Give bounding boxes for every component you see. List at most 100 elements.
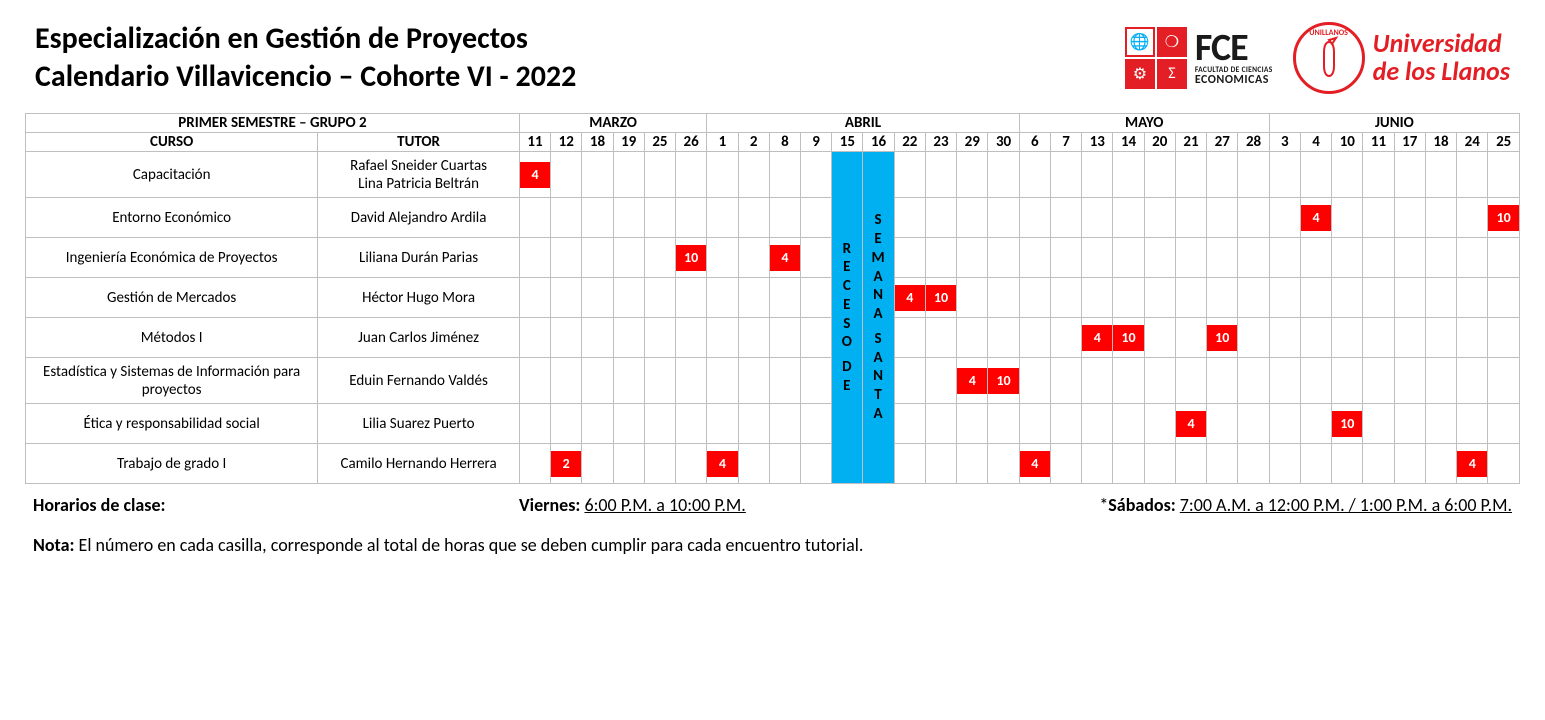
empty-cell [1394, 358, 1425, 404]
empty-cell [1457, 404, 1488, 444]
empty-cell [1394, 318, 1425, 358]
saturday-label: Sábados: [1108, 494, 1175, 516]
empty-cell [1363, 358, 1394, 404]
empty-cell [1175, 444, 1206, 484]
tutor-cell: Liliana Durán Parias [318, 238, 520, 278]
course-cell: Capacitación [26, 152, 318, 198]
empty-cell [1019, 358, 1050, 404]
table-row: Ética y responsabilidad socialLilia Suar… [26, 404, 1520, 444]
empty-cell [1394, 198, 1425, 238]
empty-cell [582, 404, 613, 444]
empty-cell [800, 444, 831, 484]
empty-cell [1082, 238, 1113, 278]
day-header: 27 [1207, 133, 1238, 152]
day-header: 4 [1300, 133, 1331, 152]
day-header: 2 [738, 133, 769, 152]
empty-cell [925, 358, 956, 404]
unillanos-icon: UNILLANOS [1293, 22, 1365, 94]
tutor-cell: Camilo Hernando Herrera [318, 444, 520, 484]
day-header: 3 [1269, 133, 1300, 152]
day-header: 25 [1488, 133, 1520, 152]
empty-cell [1332, 444, 1363, 484]
empty-cell [1488, 358, 1520, 404]
empty-cell [925, 404, 956, 444]
day-header: 11 [1363, 133, 1394, 152]
empty-cell [1457, 198, 1488, 238]
empty-cell [1394, 404, 1425, 444]
empty-cell [925, 198, 956, 238]
empty-cell [894, 198, 925, 238]
empty-cell [613, 358, 644, 404]
empty-cell [1082, 278, 1113, 318]
empty-cell [1207, 198, 1238, 238]
empty-cell [1050, 198, 1081, 238]
empty-cell [738, 152, 769, 198]
empty-cell [1488, 404, 1520, 444]
empty-cell [1144, 278, 1175, 318]
title-line-1: Especialización en Gestión de Proyectos [35, 20, 1125, 58]
empty-cell [1175, 318, 1206, 358]
empty-cell [1019, 152, 1050, 198]
empty-cell [676, 358, 707, 404]
empty-cell [1332, 152, 1363, 198]
day-header: 18 [582, 133, 613, 152]
empty-cell [519, 318, 550, 358]
empty-cell [1300, 358, 1331, 404]
tutor-cell: Rafael Sneider CuartasLina Patricia Belt… [318, 152, 520, 198]
empty-cell [957, 152, 988, 198]
empty-cell [800, 318, 831, 358]
empty-cell [582, 318, 613, 358]
empty-cell [894, 404, 925, 444]
hours-cell: 4 [519, 152, 550, 198]
empty-cell [1394, 238, 1425, 278]
empty-cell [1425, 238, 1456, 278]
empty-cell [707, 358, 738, 404]
empty-cell [1050, 152, 1081, 198]
day-header: 10 [1332, 133, 1363, 152]
empty-cell [1238, 358, 1269, 404]
empty-cell [1144, 152, 1175, 198]
empty-cell [1175, 358, 1206, 404]
hours-badge: 10 [988, 368, 1018, 394]
empty-cell [644, 444, 675, 484]
empty-cell [644, 198, 675, 238]
empty-cell [738, 444, 769, 484]
hours-badge: 4 [1176, 411, 1206, 437]
empty-cell [800, 238, 831, 278]
empty-cell [1144, 444, 1175, 484]
empty-cell [1238, 152, 1269, 198]
tutor-cell: Héctor Hugo Mora [318, 278, 520, 318]
empty-cell [1019, 198, 1050, 238]
empty-cell [582, 278, 613, 318]
month-header: MARZO [519, 114, 706, 133]
empty-cell [894, 318, 925, 358]
day-header: 7 [1050, 133, 1081, 152]
hours-cell: 10 [925, 278, 956, 318]
empty-cell [582, 358, 613, 404]
empty-cell [1238, 238, 1269, 278]
empty-cell [551, 278, 582, 318]
hours-cell: 4 [1082, 318, 1113, 358]
hours-badge: 10 [1207, 325, 1237, 351]
empty-cell [551, 358, 582, 404]
empty-cell [1457, 238, 1488, 278]
empty-cell [519, 198, 550, 238]
empty-cell [707, 278, 738, 318]
empty-cell [738, 358, 769, 404]
note-text: El número en cada casilla, corresponde a… [79, 534, 864, 556]
empty-cell [957, 404, 988, 444]
day-header: 11 [519, 133, 550, 152]
empty-cell [1425, 198, 1456, 238]
empty-cell [519, 404, 550, 444]
hours-cell: 10 [1332, 404, 1363, 444]
day-header: 14 [1113, 133, 1144, 152]
empty-cell [925, 238, 956, 278]
month-header: ABRIL [707, 114, 1019, 133]
empty-cell [613, 238, 644, 278]
hours-badge: 4 [1082, 325, 1112, 351]
empty-cell [1113, 444, 1144, 484]
empty-cell [519, 358, 550, 404]
empty-cell [1019, 318, 1050, 358]
empty-cell [519, 238, 550, 278]
empty-cell [582, 152, 613, 198]
